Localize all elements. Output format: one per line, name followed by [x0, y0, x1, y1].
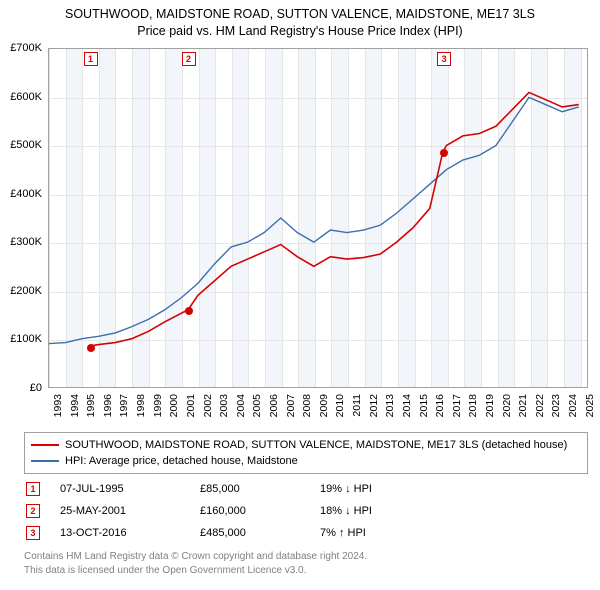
sale-row-1: 1 07-JUL-1995 £85,000 19% ↓ HPI	[24, 478, 588, 500]
x-tick-label: 2024	[567, 394, 579, 417]
y-tick-label: £0	[30, 382, 42, 394]
x-tick-label: 2020	[501, 394, 513, 417]
x-tick-label: 1993	[52, 394, 64, 417]
title-line1: SOUTHWOOD, MAIDSTONE ROAD, SUTTON VALENC…	[0, 6, 600, 23]
sale-dot-3	[440, 149, 448, 157]
plot-area: 1 2 3	[48, 48, 588, 388]
legend-label: SOUTHWOOD, MAIDSTONE ROAD, SUTTON VALENC…	[65, 439, 567, 451]
x-tick-label: 2008	[301, 394, 313, 417]
sale-row-3: 3 13-OCT-2016 £485,000 7% ↑ HPI	[24, 522, 588, 544]
y-tick-label: £300K	[10, 236, 42, 248]
sale-delta: 7% ↑ HPI	[320, 527, 460, 539]
x-tick-label: 2007	[285, 394, 297, 417]
y-tick-label: £200K	[10, 285, 42, 297]
sale-row-marker: 2	[26, 504, 40, 518]
x-tick-label: 2002	[202, 394, 214, 417]
x-tick-label: 2022	[534, 394, 546, 417]
x-tick-label: 2006	[268, 394, 280, 417]
x-tick-label: 2009	[318, 394, 330, 417]
x-tick-label: 2021	[517, 394, 529, 417]
series-hpi	[49, 97, 579, 343]
y-tick-label: £500K	[10, 139, 42, 151]
x-tick-label: 2001	[185, 394, 197, 417]
x-tick-label: 2004	[235, 394, 247, 417]
chart-container: SOUTHWOOD, MAIDSTONE ROAD, SUTTON VALENC…	[0, 0, 600, 590]
line-svg	[49, 49, 587, 387]
x-tick-label: 1995	[85, 394, 97, 417]
sale-date: 13-OCT-2016	[60, 527, 180, 539]
sale-delta: 19% ↓ HPI	[320, 483, 460, 495]
y-tick-label: £600K	[10, 91, 42, 103]
x-tick-label: 2016	[434, 394, 446, 417]
x-tick-label: 2013	[384, 394, 396, 417]
sale-marker-2: 2	[182, 52, 196, 66]
x-tick-label: 2018	[467, 394, 479, 417]
x-tick-label: 1998	[135, 394, 147, 417]
title-line2: Price paid vs. HM Land Registry's House …	[0, 23, 600, 40]
x-tick-label: 2017	[451, 394, 463, 417]
legend: SOUTHWOOD, MAIDSTONE ROAD, SUTTON VALENC…	[24, 432, 588, 474]
sale-price: £485,000	[200, 527, 300, 539]
legend-row-property: SOUTHWOOD, MAIDSTONE ROAD, SUTTON VALENC…	[31, 437, 581, 453]
x-tick-label: 2015	[418, 394, 430, 417]
x-tick-label: 2005	[251, 394, 263, 417]
legend-swatch	[31, 444, 59, 446]
title-block: SOUTHWOOD, MAIDSTONE ROAD, SUTTON VALENC…	[0, 0, 600, 40]
y-axis: £0£100K£200K£300K£400K£500K£600K£700K	[0, 48, 46, 388]
x-tick-label: 2012	[368, 394, 380, 417]
x-tick-label: 2003	[218, 394, 230, 417]
x-tick-label: 1994	[69, 394, 81, 417]
x-tick-label: 1997	[118, 394, 130, 417]
sale-row-marker: 1	[26, 482, 40, 496]
y-tick-label: £100K	[10, 333, 42, 345]
x-tick-label: 2019	[484, 394, 496, 417]
x-tick-label: 1996	[102, 394, 114, 417]
legend-label: HPI: Average price, detached house, Maid…	[65, 455, 298, 467]
sale-price: £160,000	[200, 505, 300, 517]
legend-swatch	[31, 460, 59, 462]
x-tick-label: 2011	[351, 394, 363, 417]
x-tick-label: 1999	[152, 394, 164, 417]
footer-line2: This data is licensed under the Open Gov…	[24, 564, 588, 578]
sale-date: 25-MAY-2001	[60, 505, 180, 517]
footer-line1: Contains HM Land Registry data © Crown c…	[24, 550, 588, 564]
x-tick-label: 2025	[584, 394, 596, 417]
x-tick-label: 2023	[550, 394, 562, 417]
sale-delta: 18% ↓ HPI	[320, 505, 460, 517]
sale-row-marker: 3	[26, 526, 40, 540]
x-tick-label: 2010	[334, 394, 346, 417]
sale-row-2: 2 25-MAY-2001 £160,000 18% ↓ HPI	[24, 500, 588, 522]
sale-marker-1: 1	[84, 52, 98, 66]
x-tick-label: 2014	[401, 394, 413, 417]
sale-marker-3: 3	[437, 52, 451, 66]
y-tick-label: £400K	[10, 188, 42, 200]
sales-table: 1 07-JUL-1995 £85,000 19% ↓ HPI 2 25-MAY-2001…	[24, 478, 588, 544]
sale-dot-1	[87, 344, 95, 352]
footer: Contains HM Land Registry data © Crown c…	[24, 550, 588, 577]
legend-row-hpi: HPI: Average price, detached house, Maid…	[31, 453, 581, 469]
sale-dot-2	[185, 307, 193, 315]
y-tick-label: £700K	[10, 42, 42, 54]
x-tick-label: 2000	[168, 394, 180, 417]
sale-date: 07-JUL-1995	[60, 483, 180, 495]
sale-price: £85,000	[200, 483, 300, 495]
